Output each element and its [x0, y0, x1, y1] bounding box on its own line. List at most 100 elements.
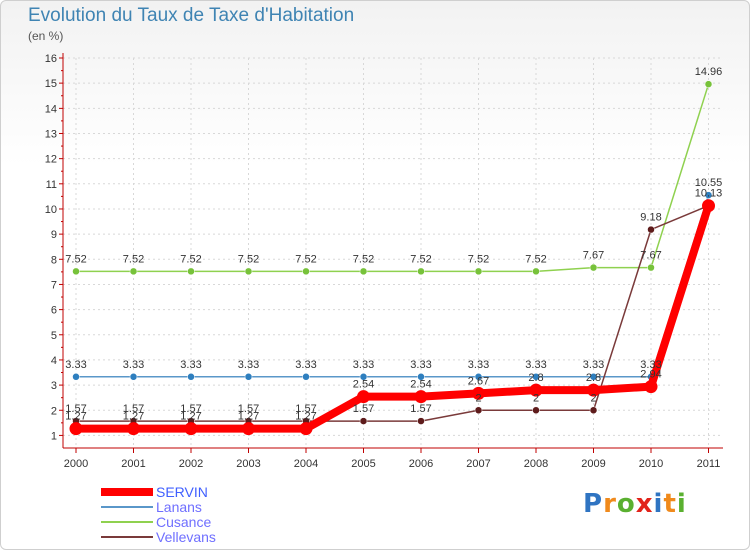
y-tick-label: 14: [45, 103, 57, 115]
data-point-lanans: [187, 373, 195, 381]
data-point-cusance: [474, 267, 483, 276]
y-tick-label: 11: [46, 179, 57, 191]
data-point-servin: [242, 422, 255, 436]
data-label-cusance: 14.96: [695, 66, 723, 78]
data-point-servin: [414, 390, 428, 404]
x-tick-label: 2005: [351, 458, 375, 470]
data-label-servin: 2.54: [353, 379, 374, 391]
data-label-servin: 10.13: [695, 188, 723, 200]
data-label-vellevans: 1.57: [410, 403, 431, 415]
data-label-lanans: 3.33: [583, 359, 604, 371]
y-tick-label: 15: [45, 78, 57, 90]
x-tick-label: 2006: [409, 458, 433, 470]
y-tick-label: 9: [51, 229, 57, 241]
y-tick-label: 13: [45, 128, 57, 140]
data-label-servin: 2.67: [468, 375, 489, 387]
data-label-lanans: 3.33: [238, 359, 259, 371]
legend-label-lanans: Lanans: [156, 499, 202, 515]
data-label-servin: 1.27: [65, 411, 86, 423]
logo-letter: r: [603, 489, 617, 519]
data-label-servin: 1.27: [123, 411, 144, 423]
y-tick-label: 4: [51, 355, 57, 367]
data-point-servin: [644, 380, 658, 394]
logo-letter: x: [635, 489, 654, 519]
y-tick-label: 2: [51, 405, 57, 417]
data-point-servin: [299, 422, 313, 436]
y-tick-label: 8: [51, 254, 57, 266]
data-label-cusance: 7.52: [123, 253, 144, 265]
x-tick-label: 2002: [179, 458, 203, 470]
proxiti-logo: Proxiti: [583, 489, 687, 519]
data-point-servin: [529, 383, 543, 397]
data-label-lanans: 10.55: [695, 177, 723, 189]
logo-letter: t: [663, 489, 677, 519]
axes: [59, 53, 723, 453]
x-tick-label: 2010: [639, 458, 663, 470]
data-label-vellevans: 1.57: [65, 403, 86, 415]
data-point-cusance: [532, 267, 540, 276]
data-label-cusance: 7.52: [468, 253, 489, 265]
series-line-cusance: [75, 83, 710, 273]
legend-label-servin: SERVIN: [156, 484, 208, 500]
data-point-cusance: [359, 267, 368, 276]
x-tick-label: 2008: [524, 458, 548, 470]
x-tick-label: 2011: [697, 458, 721, 470]
data-label-vellevans: 2: [590, 392, 596, 404]
data-label-vellevans: 1.57: [238, 403, 259, 415]
y-tick-label: 7: [51, 279, 57, 291]
legend-swatch-servin: [101, 488, 153, 496]
data-label-lanans: 3.33: [640, 359, 661, 371]
data-point-cusance: [417, 267, 425, 276]
data-point-vellevans: [532, 406, 540, 415]
y-tick-label: 6: [51, 305, 57, 317]
data-label-servin: 2.8: [586, 372, 601, 384]
data-point-cusance: [72, 267, 80, 276]
y-tick-label: 1: [51, 430, 57, 442]
data-point-vellevans: [647, 225, 655, 234]
data-point-lanans: [72, 373, 80, 381]
data-label-lanans: 3.33: [180, 359, 201, 371]
x-tick-label: 2001: [121, 458, 145, 470]
data-label-cusance: 7.52: [353, 253, 374, 265]
x-tick-label: 2007: [466, 458, 490, 470]
data-labels: 7.52 7.52 7.52 7.52 7.52 7.52 7.52 7.52 7.52 7.67…: [65, 66, 722, 422]
data-label-vellevans: 1.57: [353, 403, 374, 415]
series-layer: [69, 80, 715, 436]
data-point-lanans: [359, 373, 368, 381]
x-tick-label: 2003: [236, 458, 260, 470]
data-point-servin: [357, 390, 370, 404]
y-tick-label: 12: [45, 154, 57, 166]
legend-swatch-lanans: [101, 506, 153, 508]
data-label-lanans: 3.33: [410, 359, 431, 371]
chart-subtitle: (en %): [28, 29, 64, 43]
data-label-vellevans: 1.57: [180, 403, 201, 415]
data-label-servin: 1.27: [295, 411, 316, 423]
data-point-servin: [587, 383, 600, 397]
data-label-vellevans: 2: [533, 392, 539, 404]
grid: [63, 57, 723, 448]
data-point-cusance: [244, 267, 253, 276]
data-point-lanans: [704, 191, 713, 199]
series-line-lanans: [75, 194, 710, 378]
y-tick-label: 16: [45, 53, 57, 65]
data-label-lanans: 3.33: [295, 359, 316, 371]
data-label-cusance: 7.52: [295, 253, 316, 265]
legend-label-vellevans: Vellevans: [156, 529, 216, 545]
data-point-servin: [472, 386, 485, 400]
logo-letter: i: [676, 489, 687, 519]
data-point-vellevans: [359, 417, 368, 425]
data-point-cusance: [187, 267, 195, 276]
y-tick-label: 5: [51, 330, 57, 342]
logo-letter: i: [653, 489, 664, 519]
data-point-lanans: [589, 373, 598, 381]
data-label-cusance: 7.67: [583, 250, 604, 262]
data-point-vellevans: [474, 406, 483, 415]
data-label-cusance: 7.67: [640, 250, 661, 262]
data-label-lanans: 3.33: [353, 359, 374, 371]
data-label-vellevans: 1.57: [123, 403, 144, 415]
data-label-cusance: 7.52: [65, 253, 86, 265]
logo-letter: P: [583, 489, 604, 519]
